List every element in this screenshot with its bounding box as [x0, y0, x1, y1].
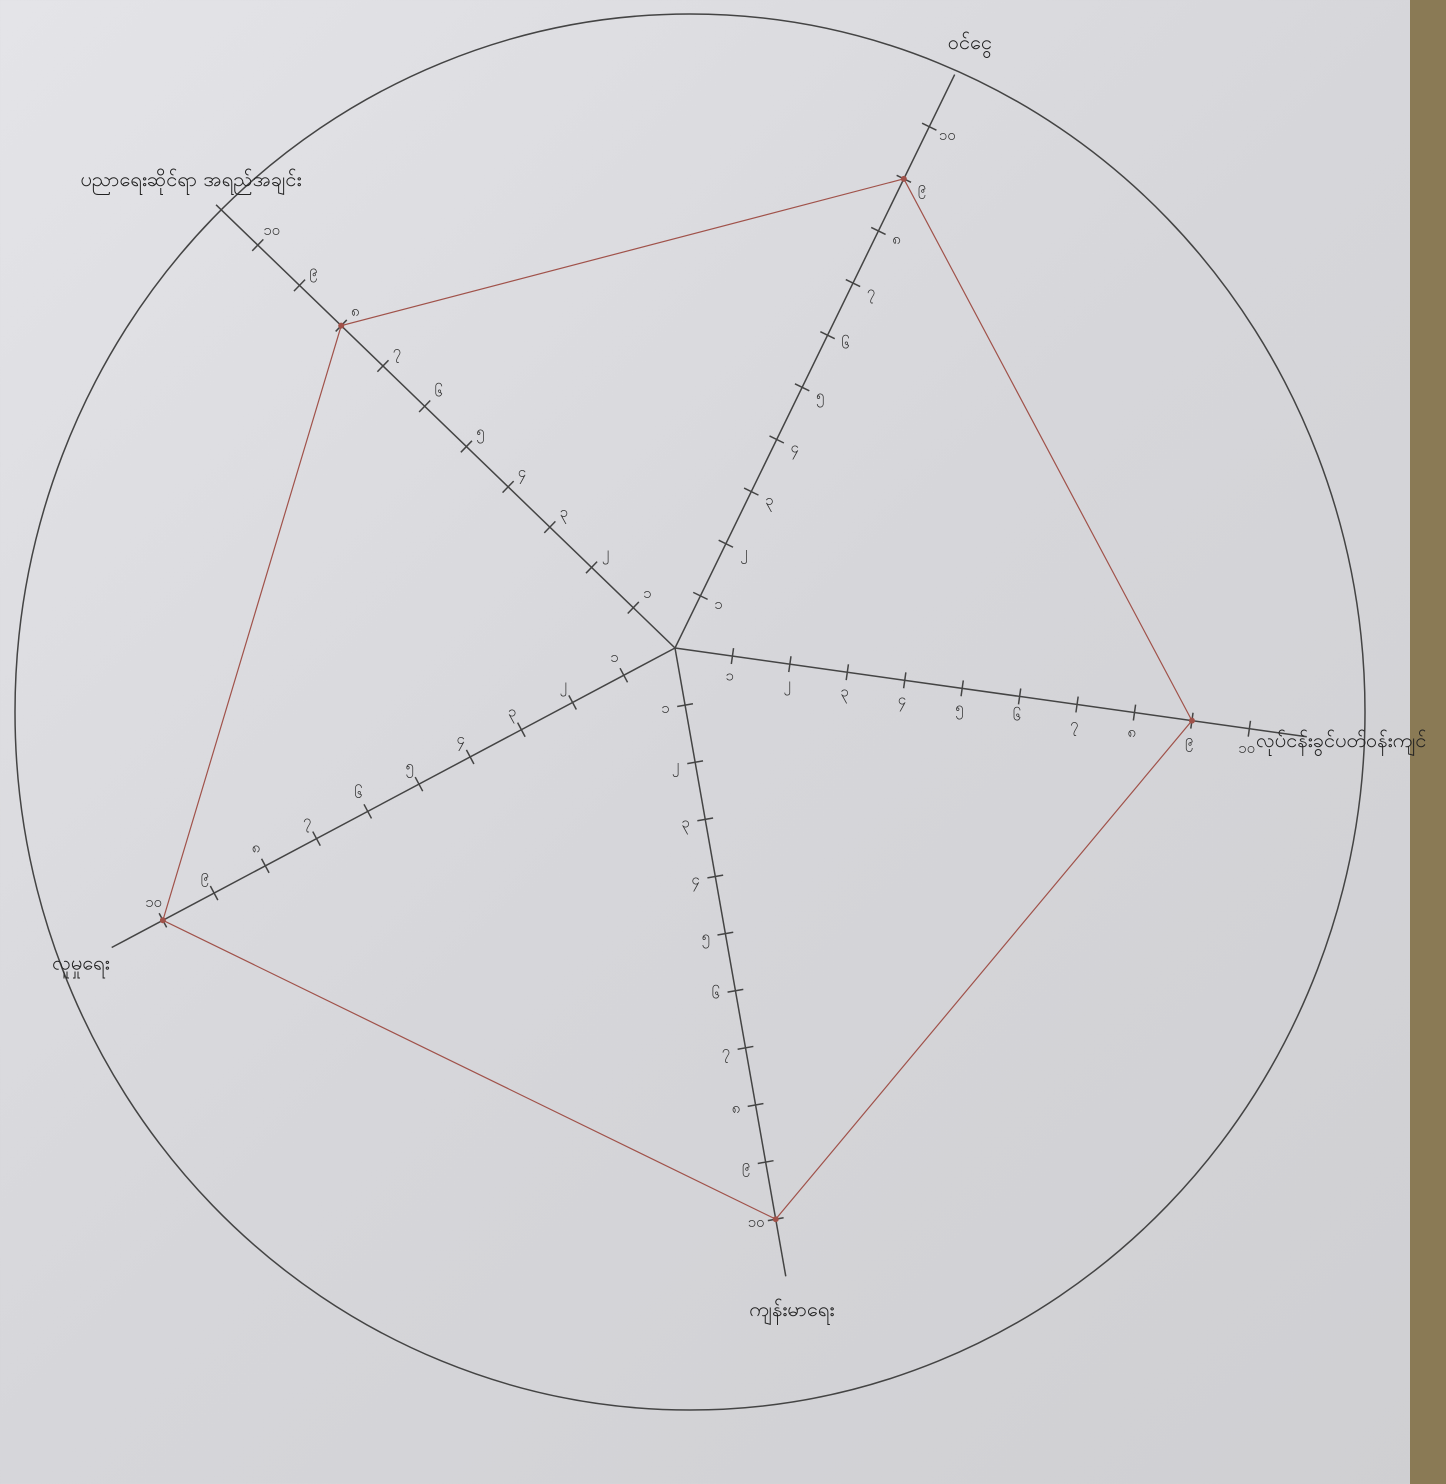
tick-label: ၉	[309, 262, 317, 283]
tick-label: ၆	[434, 382, 442, 400]
tick-label: ၁	[714, 595, 722, 613]
tick-mark	[415, 777, 423, 791]
tick-label: ၆	[354, 784, 362, 802]
tick-label: ၇	[722, 1042, 730, 1063]
radar-point	[901, 176, 907, 182]
tick-mark	[846, 280, 860, 287]
tick-label: ၆	[841, 334, 849, 352]
tick-label: ၅	[955, 699, 963, 720]
axis-label: ကျန်းမာရေး	[749, 1297, 834, 1325]
tick-label: ၃	[508, 703, 516, 724]
tick-mark	[693, 592, 707, 599]
tick-mark	[871, 227, 885, 234]
tick-mark	[719, 540, 733, 547]
tick-label: ၄	[691, 870, 699, 891]
tick-mark	[364, 804, 372, 818]
tick-label: ၈	[1127, 723, 1136, 741]
tick-mark	[518, 723, 526, 737]
radar-point	[1189, 718, 1195, 724]
tick-label: ၃	[840, 683, 848, 704]
axis-label: လုပ်ငန်းခွင်ပတ်ဝန်းကျင်	[1256, 728, 1426, 756]
tick-label: ၁	[643, 584, 651, 602]
tick-label: ၉	[200, 866, 208, 887]
radar-point	[773, 1216, 779, 1222]
tick-mark	[744, 488, 758, 495]
axis-line	[675, 75, 955, 648]
tick-label: ၉	[918, 178, 926, 199]
tick-mark	[262, 859, 270, 873]
tick-mark	[620, 668, 628, 682]
tick-label: ၁၀	[263, 221, 280, 239]
tick-label: ၈	[252, 839, 261, 857]
tick-label: ၁၀	[1238, 739, 1255, 757]
radar-point	[160, 917, 166, 923]
tick-label: ၇	[303, 811, 311, 832]
tick-label: ၄	[518, 463, 526, 484]
tick-label: ၈	[892, 230, 901, 248]
tick-label: ၂	[560, 675, 567, 696]
tick-label: ၄	[457, 730, 465, 751]
tick-mark	[820, 332, 834, 339]
tick-mark	[210, 886, 218, 900]
tick-label: ၇	[393, 342, 401, 363]
tick-mark	[569, 695, 577, 709]
tick-label: ၉	[1185, 731, 1193, 752]
tick-mark	[795, 384, 809, 391]
axis-line	[675, 648, 786, 1276]
tick-label: ၆	[1013, 707, 1021, 725]
tick-label: ၁၀	[145, 893, 162, 911]
tick-mark	[313, 832, 321, 846]
tick-label: ၅	[816, 387, 824, 408]
axis-label: လူမှုရေး	[52, 950, 110, 978]
tick-label: ၄	[790, 439, 798, 460]
chart: ၁၂၃၄၅၆၇၈၉၁၀ဝင်ငွေ၁၂၃၄၅၆၇၈၉၁၀လုပ်ငန်းခွင်…	[0, 0, 1446, 1484]
tick-label: ၈	[732, 1099, 741, 1117]
tick-label: ၉	[742, 1156, 750, 1177]
tick-label: ၁	[725, 666, 733, 684]
axis-line	[675, 648, 1307, 737]
tick-label: ၁	[610, 648, 618, 666]
axis-label: ပညာရေးဆိုင်ရာ အရည်အချင်း	[81, 167, 302, 195]
tick-label: ၈	[351, 302, 360, 320]
tick-mark	[770, 436, 784, 443]
outer-circle	[15, 14, 1365, 1410]
axis-line	[112, 648, 675, 948]
tick-label: ၂	[783, 674, 790, 695]
tick-label: ၅	[405, 757, 413, 778]
radar-point	[338, 323, 344, 329]
tick-label: ၁၀	[748, 1213, 765, 1231]
tick-label: ၁၀	[939, 126, 956, 144]
tick-mark	[466, 750, 474, 764]
tick-label: ၁	[661, 699, 669, 717]
tick-label: ၂	[602, 544, 609, 565]
tick-label: ၅	[701, 928, 709, 949]
tick-label: ၂	[672, 756, 679, 777]
tick-label: ၃	[765, 491, 773, 512]
tick-label: ၇	[1070, 715, 1078, 736]
axis-label: ဝင်ငွေ	[948, 30, 992, 58]
tick-mark	[922, 123, 936, 130]
tick-label: ၃	[681, 813, 689, 834]
tick-label: ၇	[867, 282, 875, 303]
tick-label: ၄	[898, 691, 906, 712]
tick-label: ၂	[740, 543, 747, 564]
tick-label: ၅	[476, 423, 484, 444]
tick-label: ၆	[712, 985, 720, 1003]
axis-line	[216, 205, 675, 648]
tick-label: ၃	[560, 503, 568, 524]
